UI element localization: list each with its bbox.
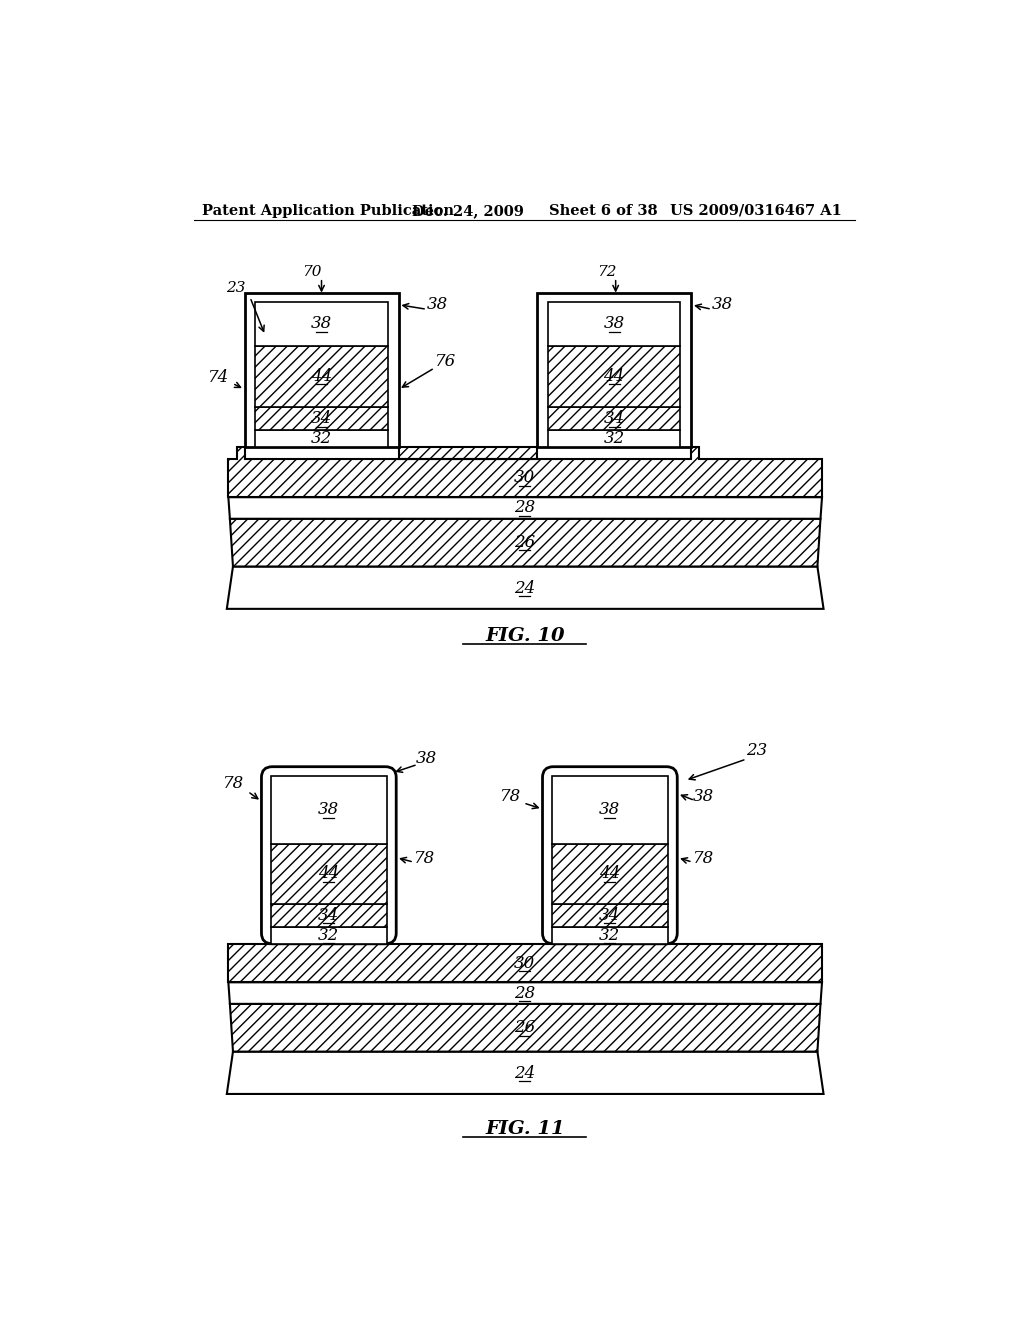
Polygon shape [226, 1052, 823, 1094]
Text: 38: 38 [599, 801, 621, 818]
Bar [270, 904, 387, 927]
Text: 72: 72 [597, 265, 616, 280]
Bar [552, 904, 668, 927]
Text: FIG. 11: FIG. 11 [485, 1119, 564, 1138]
Text: 38: 38 [311, 315, 332, 333]
Text: 30: 30 [514, 470, 536, 487]
Bar [548, 346, 680, 407]
Bar [228, 944, 822, 982]
Bar [552, 776, 668, 843]
Text: 24: 24 [514, 1065, 536, 1081]
Text: 32: 32 [311, 430, 332, 447]
Bar [255, 346, 388, 407]
Text: 26: 26 [514, 535, 536, 552]
Text: 76: 76 [435, 354, 456, 371]
Text: 26: 26 [514, 1019, 536, 1036]
Text: 78: 78 [501, 788, 521, 805]
Text: 32: 32 [599, 927, 621, 944]
Text: 44: 44 [599, 865, 621, 882]
Text: 28: 28 [514, 985, 536, 1002]
Bar [552, 843, 668, 904]
Text: 34: 34 [599, 907, 621, 924]
Bar [548, 430, 680, 447]
Text: 38: 38 [603, 315, 625, 333]
Text: 32: 32 [603, 430, 625, 447]
Text: 23: 23 [226, 281, 246, 294]
Text: 38: 38 [692, 788, 714, 805]
Text: 34: 34 [603, 411, 625, 428]
Polygon shape [228, 447, 822, 498]
Bar [548, 407, 680, 430]
Text: Patent Application Publication: Patent Application Publication [202, 203, 455, 218]
Text: 38: 38 [427, 296, 449, 313]
Polygon shape [226, 566, 823, 609]
Text: 44: 44 [603, 368, 625, 385]
Text: 74: 74 [208, 368, 229, 385]
Text: 28: 28 [514, 499, 536, 516]
Text: 38: 38 [318, 801, 340, 818]
Text: 70: 70 [302, 265, 322, 280]
Text: 78: 78 [414, 850, 435, 867]
Bar [538, 293, 691, 447]
Bar [552, 927, 668, 944]
Polygon shape [230, 1003, 820, 1052]
FancyBboxPatch shape [543, 767, 677, 944]
Bar [270, 843, 387, 904]
Text: 30: 30 [514, 954, 536, 972]
Text: 23: 23 [746, 742, 768, 759]
Text: 38: 38 [416, 750, 436, 767]
Polygon shape [230, 519, 820, 566]
Text: Dec. 24, 2009: Dec. 24, 2009 [412, 203, 534, 218]
Text: 24: 24 [514, 579, 536, 597]
Text: 78: 78 [692, 850, 714, 867]
Text: 38: 38 [712, 296, 733, 313]
Bar [245, 293, 398, 447]
Text: FIG. 10: FIG. 10 [485, 627, 564, 644]
Bar [270, 927, 387, 944]
Polygon shape [228, 982, 822, 1003]
Bar [548, 302, 680, 346]
Text: 34: 34 [311, 411, 332, 428]
Text: Sheet 6 of 38: Sheet 6 of 38 [549, 203, 657, 218]
Text: US 2009/0316467 A1: US 2009/0316467 A1 [670, 203, 842, 218]
Text: 44: 44 [311, 368, 332, 385]
Bar [270, 776, 387, 843]
Text: 78: 78 [223, 775, 245, 792]
Bar [255, 430, 388, 447]
Bar [255, 407, 388, 430]
Bar [255, 302, 388, 346]
Text: 34: 34 [318, 907, 340, 924]
Text: 44: 44 [318, 865, 340, 882]
Text: 32: 32 [318, 927, 340, 944]
FancyBboxPatch shape [261, 767, 396, 944]
Polygon shape [228, 498, 822, 519]
